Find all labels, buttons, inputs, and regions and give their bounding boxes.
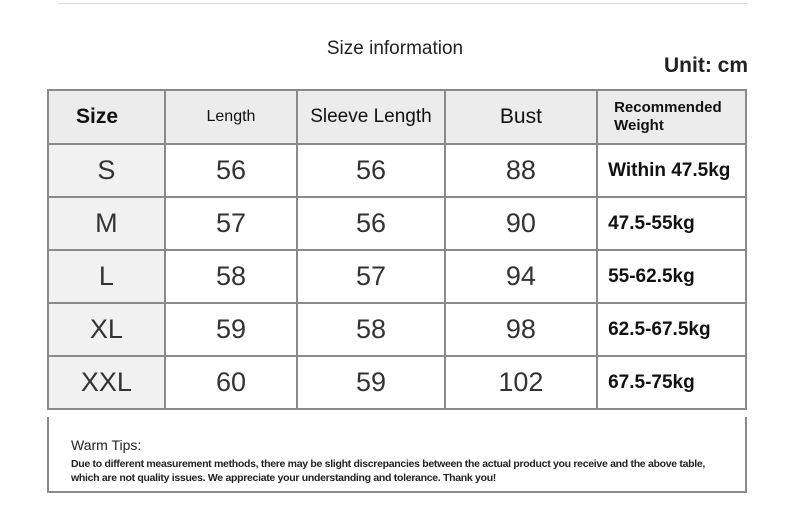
page-title: Size information [326, 38, 464, 59]
unit-label: Unit: cm [664, 54, 748, 77]
cell-bust: 90 [443, 196, 599, 251]
cell-bust: 94 [443, 249, 599, 304]
cell-sleeve-length: 59 [296, 355, 446, 410]
header-length: Length [163, 89, 299, 145]
cell-weight: 62.5-67.5kg [596, 302, 747, 357]
tips-body: Due to different measurement methods, th… [71, 458, 706, 484]
table-header-row: Size Length Sleeve Length Bust Recommend… [47, 89, 747, 145]
header-bust: Bust [443, 89, 599, 145]
cell-size: XXL [47, 355, 166, 410]
cell-weight: Within 47.5kg [596, 143, 747, 198]
cell-sleeve-length: 56 [296, 196, 446, 251]
cell-length: 59 [163, 302, 299, 357]
cell-length: 60 [163, 355, 299, 410]
table-row: M 57 56 90 47.5-55kg [47, 196, 747, 251]
cell-length: 56 [163, 143, 299, 198]
header-size: Size [47, 89, 166, 145]
cell-bust: 88 [443, 143, 599, 198]
cell-weight: 67.5-75kg [596, 355, 747, 410]
cell-bust: 102 [443, 355, 599, 410]
cell-size: XL [47, 302, 166, 357]
cell-sleeve-length: 56 [296, 143, 446, 198]
tips-heading: Warm Tips: [71, 437, 142, 453]
divider [58, 3, 748, 4]
header-recommended-weight: Recommended Weight [596, 89, 747, 145]
warm-tips: Warm Tips: Due to different measurement … [47, 417, 747, 493]
cell-weight: 47.5-55kg [596, 196, 747, 251]
cell-size: L [47, 249, 166, 304]
cell-bust: 98 [443, 302, 599, 357]
table-row: L 58 57 94 55-62.5kg [47, 249, 747, 304]
cell-size: M [47, 196, 166, 251]
cell-size: S [47, 143, 166, 198]
cell-weight: 55-62.5kg [596, 249, 747, 304]
cell-sleeve-length: 58 [296, 302, 446, 357]
table-row: S 56 56 88 Within 47.5kg [47, 143, 747, 198]
cell-length: 57 [163, 196, 299, 251]
cell-sleeve-length: 57 [296, 249, 446, 304]
size-table: Size Length Sleeve Length Bust Recommend… [47, 89, 747, 410]
table-row: XL 59 58 98 62.5-67.5kg [47, 302, 747, 357]
table-row: XXL 60 59 102 67.5-75kg [47, 355, 747, 410]
cell-length: 58 [163, 249, 299, 304]
header-sleeve-length: Sleeve Length [296, 89, 446, 145]
